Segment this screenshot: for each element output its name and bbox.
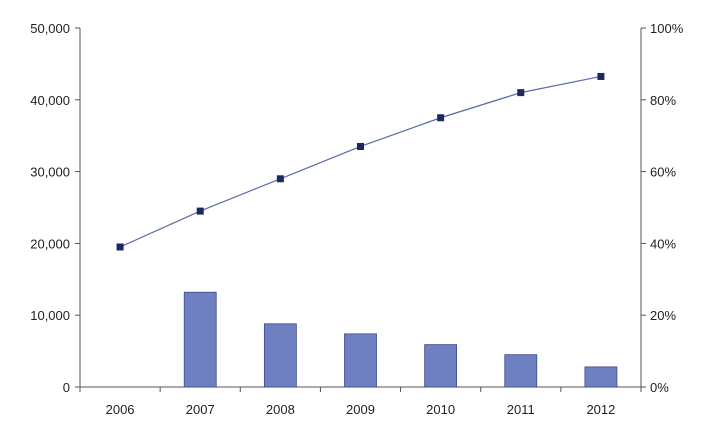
- line-point: [196, 207, 204, 215]
- right-y-tick-label: 80%: [650, 93, 676, 108]
- line-point: [357, 142, 364, 150]
- series-line: [119, 75, 602, 248]
- x-tick-label: 2008: [266, 402, 295, 417]
- right-y-tick-label: 40%: [650, 236, 676, 251]
- bar: [424, 344, 458, 388]
- line-point: [116, 243, 124, 251]
- line-point: [437, 114, 445, 122]
- tick-labels: 0 10,000 20,000 30,000 40,000 50,000 0% 20% 40% 6…: [30, 21, 683, 417]
- line-point: [276, 175, 284, 183]
- left-y-tick-label: 10,000: [30, 308, 70, 323]
- left-y-tick-label: 0: [63, 380, 70, 395]
- bar: [584, 366, 618, 388]
- bar: [263, 323, 297, 388]
- bar: [183, 291, 217, 388]
- x-tick-label: 2010: [426, 402, 455, 417]
- right-y-tick-label: 0%: [650, 380, 669, 395]
- x-tick-label: 2007: [186, 402, 215, 417]
- bar: [504, 354, 538, 388]
- right-y-tick-label: 100%: [650, 21, 684, 36]
- right-y-tick-label: 20%: [650, 308, 676, 323]
- line-point: [517, 89, 525, 97]
- x-tick-label: 2006: [106, 402, 135, 417]
- left-y-tick-label: 40,000: [30, 93, 70, 108]
- x-tick-label: 2009: [346, 402, 375, 417]
- left-y-tick-label: 20,000: [30, 236, 70, 251]
- line-series: [116, 72, 605, 251]
- bar-series: [183, 291, 618, 388]
- bar: [344, 333, 377, 388]
- left-y-tick-label: 30,000: [30, 165, 70, 180]
- left-y-tick-label: 50,000: [30, 21, 70, 36]
- line-point: [597, 72, 605, 80]
- x-tick-label: 2012: [586, 402, 615, 417]
- x-tick-label: 2011: [507, 402, 535, 417]
- right-y-tick-label: 60%: [650, 165, 676, 180]
